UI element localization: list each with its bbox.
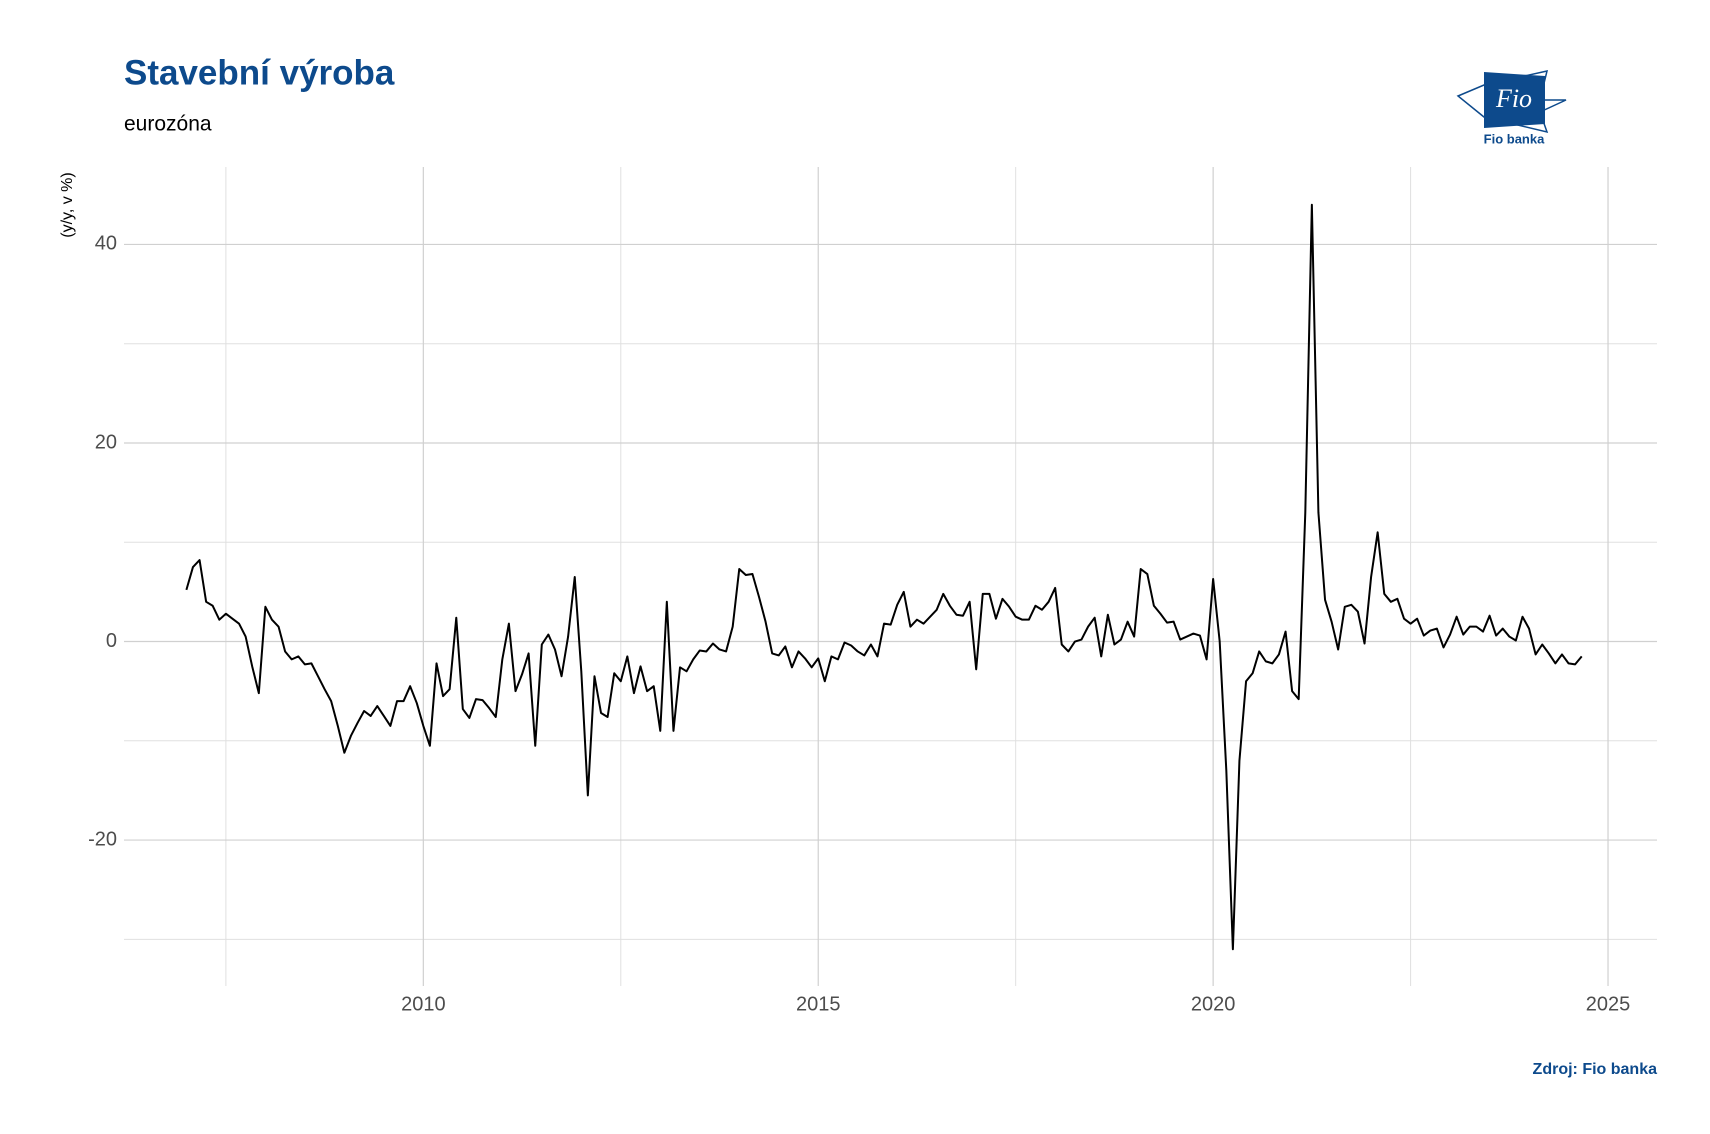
chart-subtitle: eurozóna (124, 113, 212, 136)
x-tick-label: 2020 (1191, 993, 1236, 1015)
caption: Zdroj: Fio banka (1533, 1061, 1658, 1078)
x-tick-label: 2015 (796, 993, 841, 1015)
y-tick-label: 20 (95, 431, 117, 453)
logo-text: Fio (1495, 84, 1532, 113)
logo-flag (1484, 72, 1545, 128)
y-tick-label: 40 (95, 233, 117, 255)
y-tick-label: -20 (88, 828, 117, 850)
y-tick-label: 0 (106, 630, 117, 652)
chart-title: Stavební výroba (124, 53, 395, 92)
logo-caption: Fio banka (1484, 131, 1545, 146)
grid (124, 167, 1657, 986)
x-tick-label: 2025 (1586, 993, 1631, 1015)
data-line (185, 203, 1583, 951)
x-tick-label: 2010 (401, 993, 446, 1015)
logo: Fio Fio banka (1456, 70, 1567, 146)
y-axis-label: (y/y, v %) (59, 172, 76, 237)
